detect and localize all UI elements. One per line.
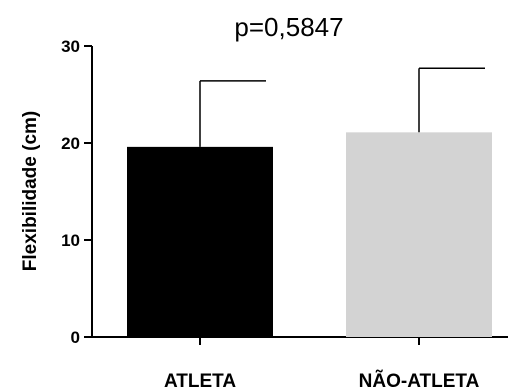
chart-title: p=0,5847	[234, 12, 343, 42]
y-tick-label: 20	[61, 134, 80, 153]
bar	[346, 132, 492, 337]
x-tick-label: NÃO-ATLETA	[359, 370, 480, 391]
bar	[127, 146, 273, 337]
y-axis-label: Flexibilidade (cm)	[20, 111, 41, 271]
chart-marks: 0 10 20 30 ATLETA NÃO-ATLETA	[61, 37, 508, 391]
x-tick-label: ATLETA	[164, 371, 236, 391]
y-tick-label: 30	[61, 37, 80, 56]
y-tick-label: 10	[61, 231, 80, 250]
y-tick-label: 0	[71, 328, 80, 347]
